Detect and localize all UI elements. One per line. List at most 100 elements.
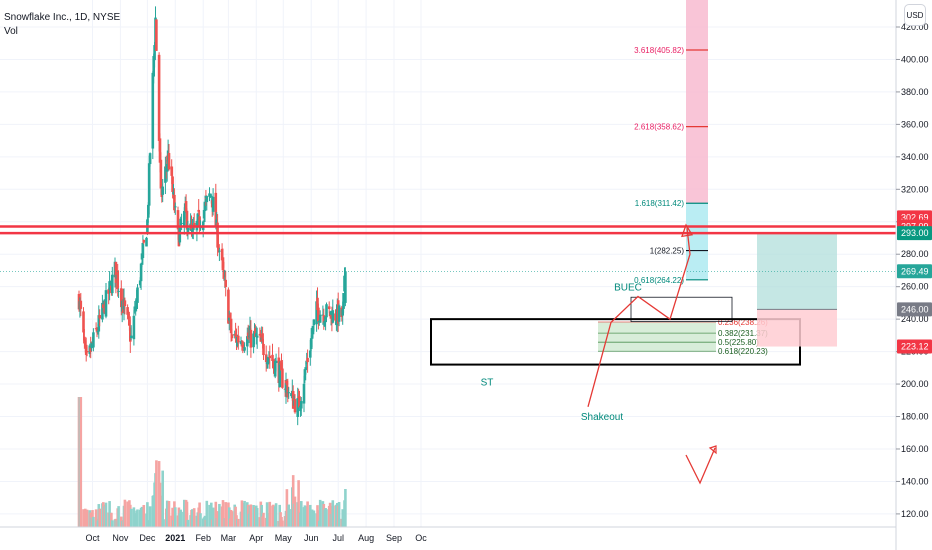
chart-title: Snowflake Inc., 1D, NYSE: [4, 12, 121, 23]
projection-path: [587, 228, 691, 407]
candle-body: [210, 195, 213, 197]
candle-body: [159, 159, 163, 189]
candle-body: [246, 336, 249, 347]
price-tick-label: 140.00: [901, 476, 929, 486]
fib-retracement-label: 0.236(238.26): [718, 318, 768, 327]
volume-bar: [185, 501, 189, 527]
candle-body: [153, 45, 156, 61]
currency-toggle-button[interactable]: USD: [904, 4, 926, 26]
volume-bar: [117, 506, 120, 527]
candle-body: [172, 191, 175, 195]
candle-body: [222, 269, 226, 278]
candle-body: [180, 222, 183, 224]
time-tick-label: Nov: [112, 533, 129, 543]
drawing-layer: 3.618(405.82) 2.618(358.62) 1.618(311.42) 1…: [0, 0, 896, 485]
time-tick-label: Dec: [139, 533, 156, 543]
candle-body: [205, 196, 209, 203]
candle-body: [325, 304, 328, 318]
candle-body: [252, 333, 255, 348]
volume-bar: [262, 512, 265, 527]
volume-bar: [221, 500, 225, 527]
candle-body: [98, 314, 101, 319]
candle-body: [337, 305, 341, 322]
candle-body: [237, 335, 240, 343]
candle-body: [300, 401, 303, 409]
price-badge: [897, 339, 932, 354]
candle-body: [309, 338, 313, 350]
candle-body: [129, 327, 132, 342]
candle-body: [311, 325, 315, 335]
candle-body: [84, 340, 87, 347]
candle-body: [234, 333, 237, 337]
volume-bar: [129, 508, 133, 527]
time-tick-label: Sep: [386, 533, 402, 543]
candle-body: [171, 176, 174, 193]
price-tick-label: 260.00: [901, 282, 929, 292]
price-badge-label: 302.69: [901, 212, 929, 222]
candle-body: [246, 332, 250, 339]
fib-extension-zone-upper: [686, 0, 708, 204]
candle-body: [136, 287, 139, 303]
volume-bar: [85, 509, 89, 527]
volume-layer: [77, 397, 347, 527]
volume-bar: [98, 508, 101, 527]
candle-body: [249, 329, 253, 348]
price-tick-label: 180.00: [901, 412, 929, 422]
time-tick-label: Mar: [221, 533, 237, 543]
candle-body: [158, 138, 162, 163]
candle-body: [94, 328, 98, 330]
fib-extension-label: 3.618(405.82): [634, 46, 684, 55]
candle-body: [127, 314, 130, 319]
candle-body: [138, 280, 142, 286]
time-tick-label: Apr: [249, 533, 263, 543]
candle-body: [192, 222, 196, 228]
rr-loss-zone: [757, 309, 837, 347]
candle-body: [198, 216, 201, 227]
candle-body: [317, 307, 320, 322]
time-tick-label: May: [275, 533, 293, 543]
candle-body: [280, 362, 283, 370]
candle-body: [287, 392, 290, 394]
candle-body: [117, 290, 120, 292]
candle-body: [284, 383, 288, 393]
candle-body: [167, 153, 171, 170]
volume-bar: [171, 507, 174, 527]
candle-body: [243, 347, 246, 351]
candle-body: [79, 300, 83, 309]
price-tick-label: 420.00: [901, 22, 929, 32]
price-tick-label: 280.00: [901, 249, 929, 259]
fib-retracement-label: 0.618(220.23): [718, 347, 768, 356]
candle-body: [334, 313, 337, 321]
volume-bar: [318, 499, 322, 527]
candle-body: [123, 300, 127, 307]
candle-body: [126, 307, 129, 315]
volume-bar: [94, 509, 98, 527]
candle-body: [111, 274, 114, 294]
candle-body: [255, 335, 259, 338]
candle-body: [170, 166, 173, 176]
candle-body: [96, 331, 100, 333]
candle-body: [273, 361, 277, 377]
candle-body: [116, 270, 119, 289]
candle-body: [216, 222, 219, 248]
volume-bar: [274, 503, 278, 527]
candle-body: [174, 206, 177, 208]
volume-bar: [331, 500, 335, 527]
volume-bar: [297, 480, 300, 527]
time-tick-label: Feb: [195, 533, 211, 543]
volume-bar: [148, 506, 152, 527]
rr-profit-zone: [757, 233, 837, 310]
volume-bar: [82, 509, 85, 527]
candle-body: [341, 309, 344, 316]
volume-bar: [317, 510, 320, 527]
candle-body: [315, 301, 318, 325]
volume-bar: [344, 489, 347, 527]
candle-body: [264, 354, 268, 363]
volume-bar: [281, 520, 284, 527]
price-tick-label: 340.00: [901, 152, 929, 162]
candle-body: [323, 320, 326, 327]
candle-body: [191, 229, 194, 234]
volume-bar: [205, 500, 209, 527]
fib-retracement-label: 0.5(225.80): [718, 338, 759, 347]
